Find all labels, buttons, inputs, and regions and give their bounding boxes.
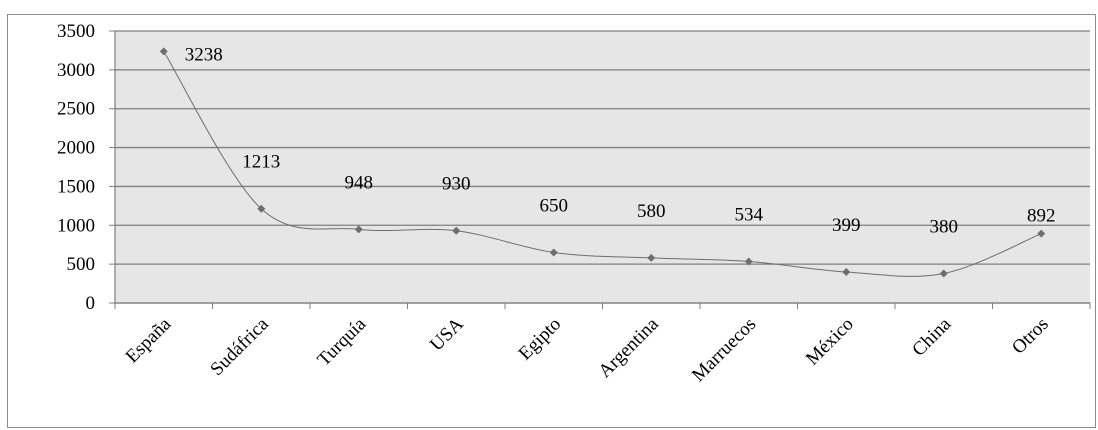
data-label: 380 bbox=[930, 216, 959, 237]
y-tick-label: 1500 bbox=[57, 176, 95, 197]
data-label: 892 bbox=[1027, 206, 1056, 227]
data-point-marker bbox=[257, 204, 266, 213]
data-label: 3238 bbox=[185, 44, 223, 65]
x-axis: España Sudáfrica Turquía USA Egipto Argentina… bbox=[114, 302, 1091, 386]
data-point-marker bbox=[939, 269, 948, 278]
y-tick-label: 2000 bbox=[57, 138, 95, 159]
y-tick-label: 3500 bbox=[57, 21, 95, 42]
data-point-marker bbox=[549, 248, 558, 257]
data-label: 1213 bbox=[242, 152, 280, 173]
data-point-marker bbox=[842, 267, 851, 276]
y-tick-label: 1000 bbox=[57, 215, 95, 236]
x-tick-label: Argentina bbox=[594, 313, 663, 382]
series-markers bbox=[159, 47, 1046, 278]
data-label: 948 bbox=[345, 172, 374, 193]
data-labels: 3238 1213 948 930 650 580 534 399 380 892 bbox=[185, 44, 1056, 237]
x-tick-label: Otros bbox=[1008, 314, 1053, 359]
y-tick-label: 0 bbox=[86, 293, 96, 314]
plot-area bbox=[115, 31, 1090, 303]
x-tick-label: España bbox=[122, 313, 176, 367]
x-tick-label: Turquía bbox=[313, 313, 370, 370]
data-point-marker bbox=[647, 253, 656, 262]
x-tick-label: México bbox=[802, 314, 858, 370]
x-tick-label: Sudáfrica bbox=[206, 313, 273, 380]
x-tick-label: USA bbox=[426, 313, 468, 355]
y-tick-label: 2500 bbox=[57, 99, 95, 120]
y-axis: 0 500 1000 1500 2000 2500 3000 3500 bbox=[57, 21, 116, 314]
data-label: 534 bbox=[735, 205, 764, 226]
data-point-marker bbox=[744, 257, 753, 266]
data-point-marker bbox=[354, 225, 363, 234]
gridlines bbox=[115, 30, 1090, 304]
x-tick-label: Marruecos bbox=[688, 314, 760, 386]
y-tick-label: 500 bbox=[67, 254, 96, 275]
data-label: 930 bbox=[442, 174, 471, 195]
x-tick-label: Egipto bbox=[515, 314, 566, 365]
x-tick-label: China bbox=[908, 313, 955, 360]
data-label: 399 bbox=[832, 215, 861, 236]
data-label: 580 bbox=[637, 201, 666, 222]
data-point-marker bbox=[452, 226, 461, 235]
y-tick-label: 3000 bbox=[57, 60, 95, 81]
data-point-marker bbox=[1037, 229, 1046, 238]
series-line bbox=[163, 51, 1042, 277]
data-label: 650 bbox=[540, 195, 569, 216]
data-point-marker bbox=[159, 47, 168, 56]
